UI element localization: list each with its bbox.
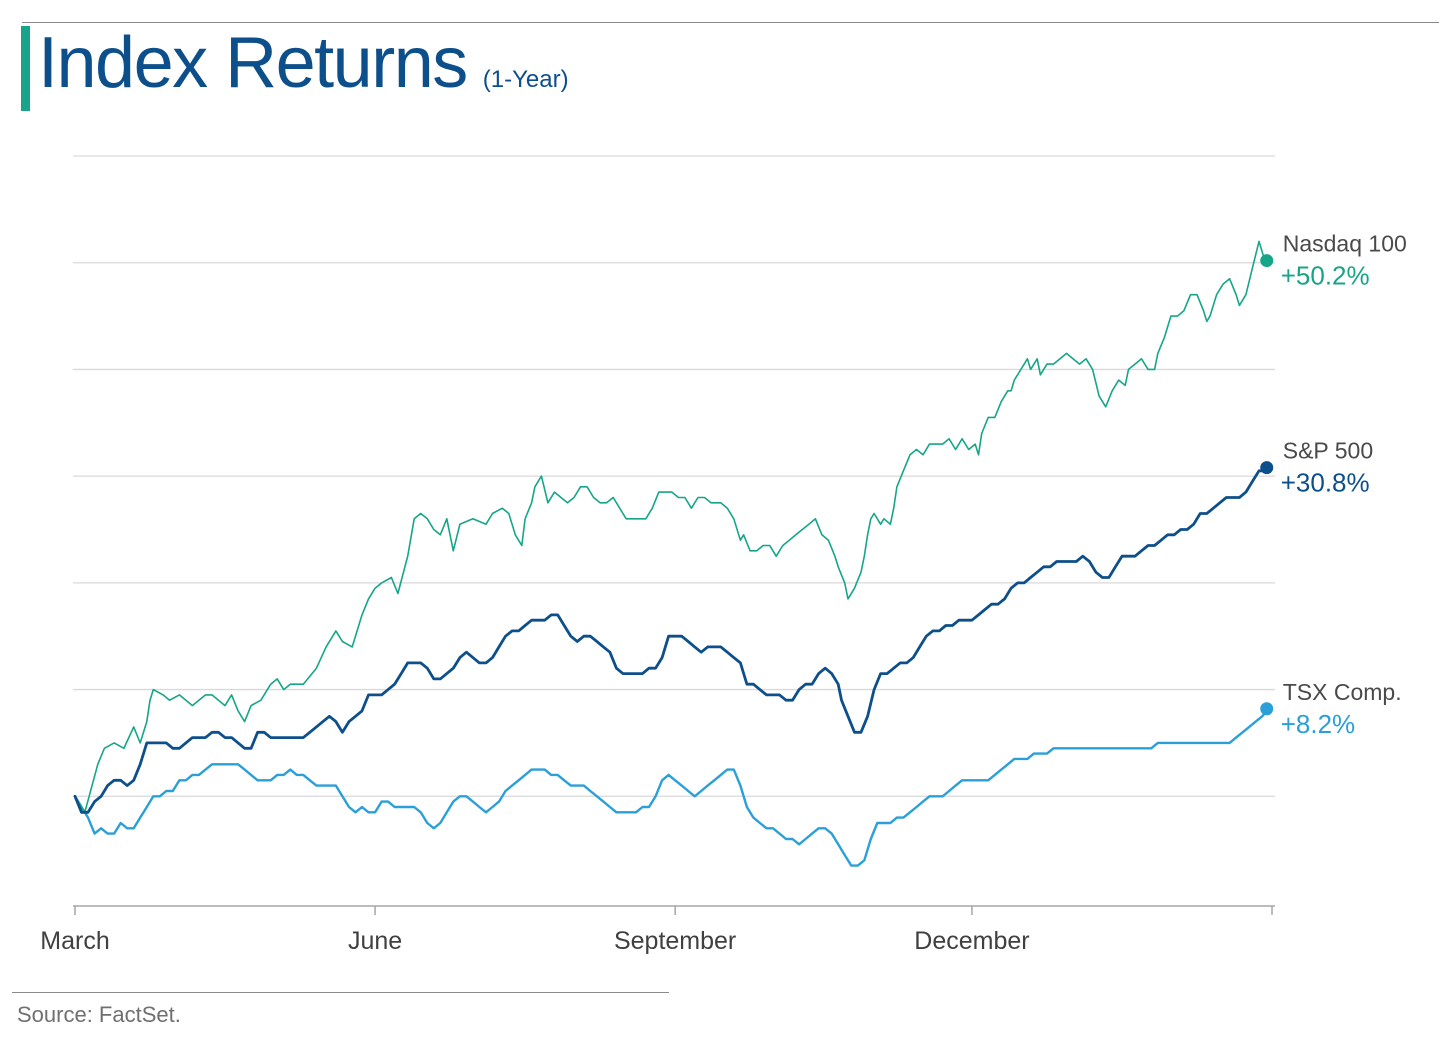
- chart-subtitle: (1-Year): [482, 66, 569, 93]
- source-note: Source: FactSet.: [17, 1002, 181, 1027]
- x-tick-label: June: [348, 927, 402, 955]
- tsx-comp-label: TSX Comp.: [1283, 679, 1402, 705]
- x-tick-label: December: [914, 927, 1029, 955]
- x-tick-label: March: [40, 927, 109, 955]
- chart-title: Index Returns: [38, 23, 468, 103]
- x-tick-label: September: [614, 927, 736, 955]
- source-rule: [12, 992, 669, 993]
- nasdaq-100-label: Nasdaq 100: [1283, 231, 1407, 257]
- top-rule: [22, 22, 1439, 23]
- gridlines: [73, 155, 1275, 797]
- nasdaq-100-end-marker: [1260, 254, 1274, 268]
- tsx-comp-end-marker: [1260, 702, 1274, 716]
- series-labels: Nasdaq 100 +50.2% S&P 500 +30.8% TSX Comp. +8…: [1260, 231, 1407, 739]
- sp-500-line: [73, 466, 1271, 814]
- sp-500-label: S&P 500: [1283, 438, 1373, 464]
- sp-500-end-marker: [1260, 461, 1274, 475]
- nasdaq-100-line: [74, 240, 1270, 814]
- title-accent-bar: [21, 26, 30, 111]
- tsx-comp-value: +8.2%: [1281, 709, 1355, 739]
- x-axis: March June September December: [40, 905, 1275, 955]
- title-block: Index Returns (1-Year): [38, 22, 569, 104]
- tsx-comp-line: [73, 707, 1270, 867]
- nasdaq-100-value: +50.2%: [1281, 261, 1370, 291]
- sp-500-value: +30.8%: [1281, 468, 1370, 498]
- series-layer: [73, 240, 1271, 867]
